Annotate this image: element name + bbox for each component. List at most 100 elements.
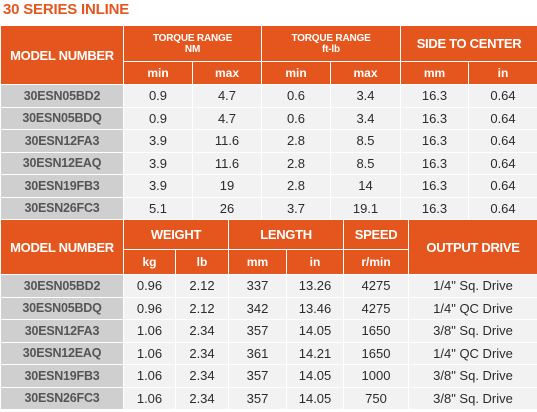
table-row: 30ESN26FC3 5.1 26 3.7 19.1 16.3 0.64 bbox=[0, 196, 537, 220]
length-header: LENGTH bbox=[228, 219, 345, 250]
model-number-cell: 30ESN05BDQ bbox=[0, 296, 124, 320]
model-number-cell: 30ESN19FB3 bbox=[0, 174, 124, 198]
value-cell: 11.6 bbox=[192, 129, 262, 153]
value-cell: 14.05 bbox=[286, 319, 345, 343]
value-cell: 26 bbox=[192, 196, 262, 220]
value-cell: 14.05 bbox=[286, 364, 345, 388]
model-number-cell: 30ESN05BD2 bbox=[0, 274, 124, 298]
value-cell: 1.06 bbox=[123, 364, 176, 388]
value-cell: 3.9 bbox=[123, 174, 193, 198]
model-number-cell: 30ESN05BDQ bbox=[0, 106, 124, 130]
value-cell: 3.9 bbox=[123, 151, 193, 175]
value-cell: 4275 bbox=[343, 274, 410, 298]
table-row: 30ESN19FB3 3.9 19 2.8 14 16.3 0.64 bbox=[0, 174, 537, 198]
torque-ftlb-header-line1: TORQUE RANGE bbox=[291, 32, 371, 44]
value-cell: 361 bbox=[228, 341, 288, 365]
value-cell: 14 bbox=[330, 174, 401, 198]
table-row: 30ESN19FB3 1.06 2.34 357 14.05 1000 3/8" Sq. D… bbox=[0, 364, 537, 388]
value-cell: 4.7 bbox=[192, 106, 262, 130]
value-cell: 16.3 bbox=[400, 129, 469, 153]
torque-nm-header-line1: TORQUE RANGE bbox=[152, 32, 233, 44]
value-cell: 2.34 bbox=[174, 364, 230, 388]
value-cell: 0.9 bbox=[123, 84, 193, 108]
value-cell: 16.3 bbox=[400, 174, 469, 198]
value-cell: 1650 bbox=[343, 341, 410, 365]
value-cell: 2.34 bbox=[174, 341, 230, 365]
value-cell: 16.3 bbox=[400, 106, 469, 130]
model-number-cell: 30ESN12EAQ bbox=[0, 341, 124, 365]
table-row: 30ESN05BDQ 0.96 2.12 342 13.46 4275 1/4" QC Dr… bbox=[0, 296, 537, 320]
value-cell: 19.1 bbox=[330, 196, 401, 220]
value-cell: 357 bbox=[228, 386, 288, 410]
table-row: 30ESN12EAQ 3.9 11.6 2.8 8.5 16.3 0.64 bbox=[0, 151, 537, 175]
value-cell: 11.6 bbox=[192, 151, 262, 175]
value-cell: 1.06 bbox=[123, 386, 176, 410]
value-cell: 4.7 bbox=[192, 84, 262, 108]
value-cell: 13.46 bbox=[286, 296, 345, 320]
table-row: 30ESN05BD2 0.96 2.12 337 13.26 4275 1/4" Sq. D… bbox=[0, 274, 537, 298]
model-number-cell: 30ESN12EAQ bbox=[0, 151, 124, 175]
value-cell: 1/4" Sq. Drive bbox=[408, 274, 537, 298]
page-title: 30 SERIES INLINE bbox=[3, 1, 130, 18]
value-cell: 0.64 bbox=[467, 196, 537, 220]
value-cell: 3/8" Sq. Drive bbox=[408, 386, 537, 410]
model-number-cell: 30ESN26FC3 bbox=[0, 386, 124, 410]
table-row: 30ESN12EAQ 1.06 2.34 361 14.21 1650 1/4" QC Dr… bbox=[0, 341, 537, 365]
value-cell: 1000 bbox=[343, 364, 410, 388]
value-cell: 0.96 bbox=[123, 296, 176, 320]
value-cell: 16.3 bbox=[400, 84, 469, 108]
value-cell: 2.8 bbox=[261, 174, 331, 198]
table-row: 30ESN05BD2 0.9 4.7 0.6 3.4 16.3 0.64 bbox=[0, 84, 537, 108]
unit-header: r/min bbox=[343, 249, 410, 275]
value-cell: 4275 bbox=[343, 296, 410, 320]
unit-header: in bbox=[467, 61, 537, 85]
unit-header: mm bbox=[228, 249, 288, 275]
value-cell: 13.26 bbox=[286, 274, 345, 298]
value-cell: 3/8" Sq. Drive bbox=[408, 364, 537, 388]
value-cell: 0.6 bbox=[261, 106, 331, 130]
value-cell: 0.9 bbox=[123, 106, 193, 130]
value-cell: 337 bbox=[228, 274, 288, 298]
value-cell: 2.12 bbox=[174, 296, 230, 320]
model-number-cell: 30ESN12FA3 bbox=[0, 129, 124, 153]
value-cell: 14.05 bbox=[286, 386, 345, 410]
unit-header: in bbox=[286, 249, 345, 275]
value-cell: 8.5 bbox=[330, 129, 401, 153]
torque-ftlb-header-line2: ft-lb bbox=[322, 43, 340, 55]
value-cell: 357 bbox=[228, 319, 288, 343]
unit-header: max bbox=[330, 61, 401, 85]
value-cell: 0.64 bbox=[467, 151, 537, 175]
model-number-header: MODEL NUMBER bbox=[0, 219, 124, 275]
value-cell: 3.4 bbox=[330, 84, 401, 108]
value-cell: 0.64 bbox=[467, 129, 537, 153]
value-cell: 19 bbox=[192, 174, 262, 198]
value-cell: 2.34 bbox=[174, 319, 230, 343]
model-number-cell: 30ESN26FC3 bbox=[0, 196, 124, 220]
value-cell: 16.3 bbox=[400, 151, 469, 175]
physical-spec-table: MODEL NUMBER WEIGHT LENGTH SPEED OUTPUT … bbox=[0, 219, 537, 410]
value-cell: 0.64 bbox=[467, 106, 537, 130]
torque-spec-table: MODEL NUMBER TORQUE RANGE NM TORQUE RANG… bbox=[0, 25, 537, 220]
unit-header: lb bbox=[174, 249, 230, 275]
value-cell: 1.06 bbox=[123, 341, 176, 365]
unit-header: mm bbox=[400, 61, 469, 85]
value-cell: 2.34 bbox=[174, 386, 230, 410]
table-row: 30ESN26FC3 1.06 2.34 357 14.05 750 3/8" Sq. Dr… bbox=[0, 386, 537, 410]
side-to-center-header: SIDE TO CENTER bbox=[399, 25, 537, 62]
value-cell: 342 bbox=[228, 296, 288, 320]
value-cell: 1/4" QC Drive bbox=[408, 341, 537, 365]
value-cell: 3.7 bbox=[261, 196, 331, 220]
value-cell: 0.96 bbox=[123, 274, 176, 298]
unit-header: max bbox=[192, 61, 262, 85]
value-cell: 2.8 bbox=[261, 129, 331, 153]
value-cell: 750 bbox=[343, 386, 410, 410]
value-cell: 1650 bbox=[343, 319, 410, 343]
speed-header: SPEED bbox=[343, 219, 410, 250]
value-cell: 3.9 bbox=[123, 129, 193, 153]
torque-nm-header-line2: NM bbox=[184, 43, 201, 55]
model-number-cell: 30ESN19FB3 bbox=[0, 364, 124, 388]
value-cell: 1/4" QC Drive bbox=[408, 296, 537, 320]
value-cell: 357 bbox=[228, 364, 288, 388]
value-cell: 3.4 bbox=[330, 106, 401, 130]
model-number-cell: 30ESN05BD2 bbox=[0, 84, 124, 108]
